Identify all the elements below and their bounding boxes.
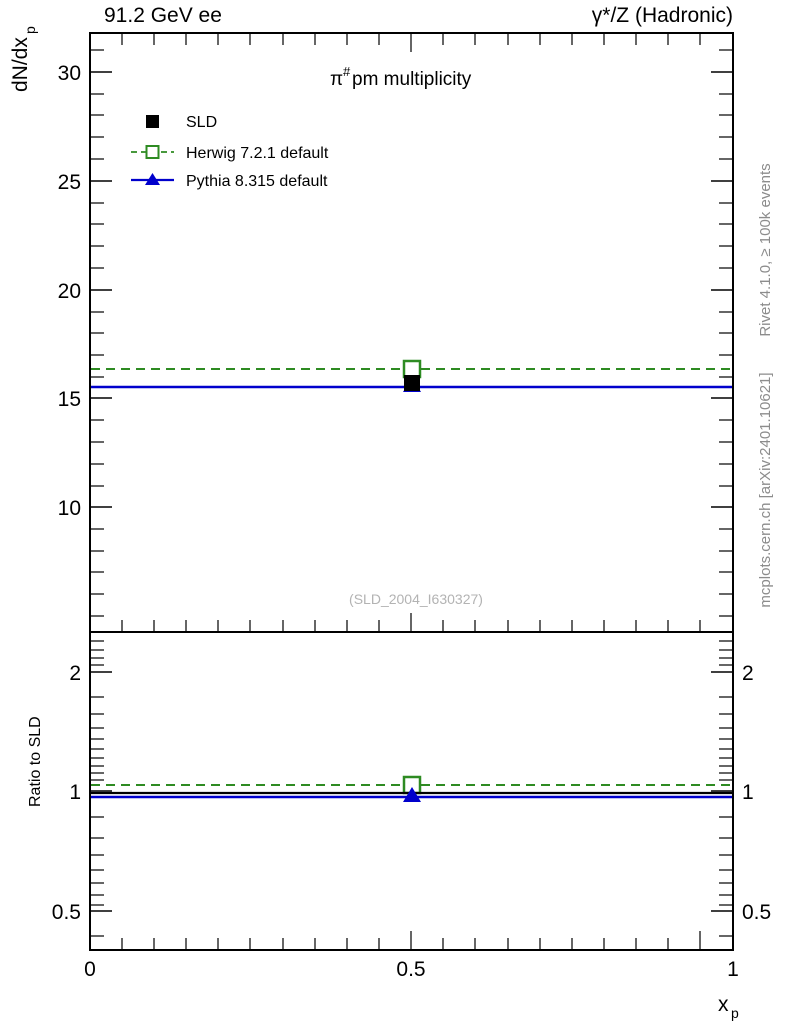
mcplots-source-label-group: mcplots.cern.ch [arXiv:2401.10621]	[757, 372, 774, 607]
legend-entry-herwig[interactable]: Herwig 7.2.1 default	[131, 145, 329, 162]
main-ylabel: dN/dx	[9, 37, 32, 92]
plot-title: π # pm multiplicity	[330, 64, 472, 90]
legend-label-sld: SLD	[186, 114, 217, 131]
main-ytick-label-10: 10	[58, 497, 81, 520]
sld-marker-main	[404, 375, 420, 391]
legend-marker-sld	[146, 115, 159, 128]
xlabel: x	[718, 993, 729, 1016]
xlabel-subscript: p	[731, 1005, 739, 1021]
xtick-label-05: 0.5	[396, 958, 425, 981]
main-ytick-label-30: 30	[58, 62, 81, 85]
main-x-minor-ticks	[121, 33, 701, 632]
ratio-ylabel-group: Ratio to SLD	[27, 716, 44, 807]
pythia-marker-ratio	[403, 787, 421, 802]
herwig-marker-main	[402, 359, 422, 379]
main-y-minor-ticks	[90, 49, 733, 617]
legend-entry-sld[interactable]: SLD	[146, 114, 217, 131]
main-ylabel-subscript: p	[22, 26, 38, 34]
plot-title-symbol: π	[330, 69, 343, 90]
ratio-ytick-label-2-left: 2	[69, 662, 81, 685]
ratio-ytick-label-1-left: 1	[69, 781, 81, 804]
legend-marker-pythia	[145, 173, 160, 185]
legend-label-pythia: Pythia 8.315 default	[186, 173, 328, 190]
ratio-y-minor-ticks	[90, 640, 733, 937]
analysis-id-watermark: (SLD_2004_I630327)	[349, 591, 483, 607]
series-sld-main	[404, 375, 420, 391]
ratio-ytick-label-2-right: 2	[742, 662, 754, 685]
main-ytick-label-20: 20	[58, 280, 81, 303]
main-ylabel-group: dN/dx p	[9, 26, 38, 92]
legend-marker-herwig	[145, 145, 160, 159]
ratio-y-major-ticks	[90, 671, 733, 912]
plot-title-superscript: #	[343, 64, 351, 79]
main-ytick-label-15: 15	[58, 388, 81, 411]
rivet-version-label: Rivet 4.1.0, ≥ 100k events	[757, 163, 774, 336]
mcplots-source-label: mcplots.cern.ch [arXiv:2401.10621]	[757, 372, 774, 607]
plot-title-text: pm multiplicity	[352, 69, 472, 90]
ratio-ylabel: Ratio to SLD	[27, 716, 44, 807]
series-pythia-ratio	[91, 787, 732, 802]
ratio-x-minor-ticks	[121, 931, 701, 950]
xtick-label-0: 0	[84, 958, 96, 981]
rivet-version-label-group: Rivet 4.1.0, ≥ 100k events	[757, 163, 774, 336]
main-y-major-ticks	[90, 71, 733, 508]
ratio-ytick-label-05-left: 0.5	[52, 901, 81, 924]
main-ytick-label-25: 25	[58, 171, 81, 194]
header-right-label: γ*/Z (Hadronic)	[592, 4, 733, 27]
series-herwig-main	[91, 359, 732, 379]
xlabel-group: x p	[718, 993, 739, 1021]
ratio-ytick-label-1-right: 1	[742, 781, 754, 804]
main-panel: 30 25 20 15 10 π # pm multiplicity (SLD_…	[58, 32, 734, 633]
legend-entry-pythia[interactable]: Pythia 8.315 default	[131, 173, 328, 190]
header-left-label: 91.2 GeV ee	[104, 4, 222, 27]
xtick-label-1: 1	[727, 958, 739, 981]
ratio-panel: 2 1 0.5 2 1 0.5	[52, 631, 771, 951]
legend: SLD Herwig 7.2.1 default Pythia 8.315 de…	[131, 114, 329, 190]
ratio-ytick-label-05-right: 0.5	[742, 901, 771, 924]
legend-label-herwig: Herwig 7.2.1 default	[186, 145, 329, 162]
